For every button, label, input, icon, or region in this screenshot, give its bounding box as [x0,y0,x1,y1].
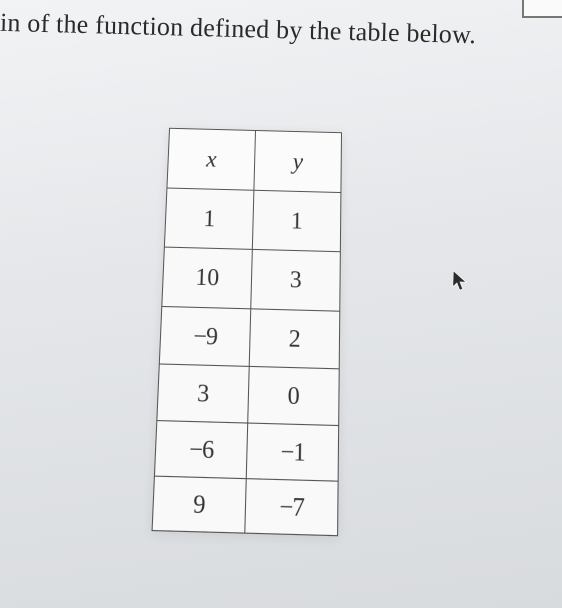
cell-y: 3 [251,249,341,311]
table-row: 10 3 [162,247,341,311]
table-row: 1 1 [164,188,341,252]
cell-y: 2 [249,309,340,369]
cell-y: −7 [245,479,338,536]
col-header-x: x [167,128,256,190]
page: in of the function defined by the table … [0,0,562,608]
cell-x: 9 [152,476,246,533]
cell-x: −9 [159,306,250,366]
table-row: 9 −7 [152,476,338,536]
cell-x: −6 [154,421,247,479]
table-row: −9 2 [159,306,339,368]
cell-x: 3 [157,364,249,423]
cursor-icon [452,270,469,293]
cell-x: 10 [162,247,253,309]
question-text: in of the function defined by the table … [0,8,476,50]
table-row: 3 0 [157,364,339,426]
answer-input-box-corner[interactable] [522,0,562,18]
cell-y: 0 [248,366,339,425]
function-table: x y 1 1 10 3 −9 2 3 0 −6 −1 9 −7 [152,128,343,537]
table-header-row: x y [167,128,342,192]
cell-y: −1 [246,423,338,481]
cell-x: 1 [164,188,254,249]
cell-y: 1 [252,190,341,251]
col-header-y: y [254,130,342,192]
table-row: −6 −1 [154,421,338,482]
